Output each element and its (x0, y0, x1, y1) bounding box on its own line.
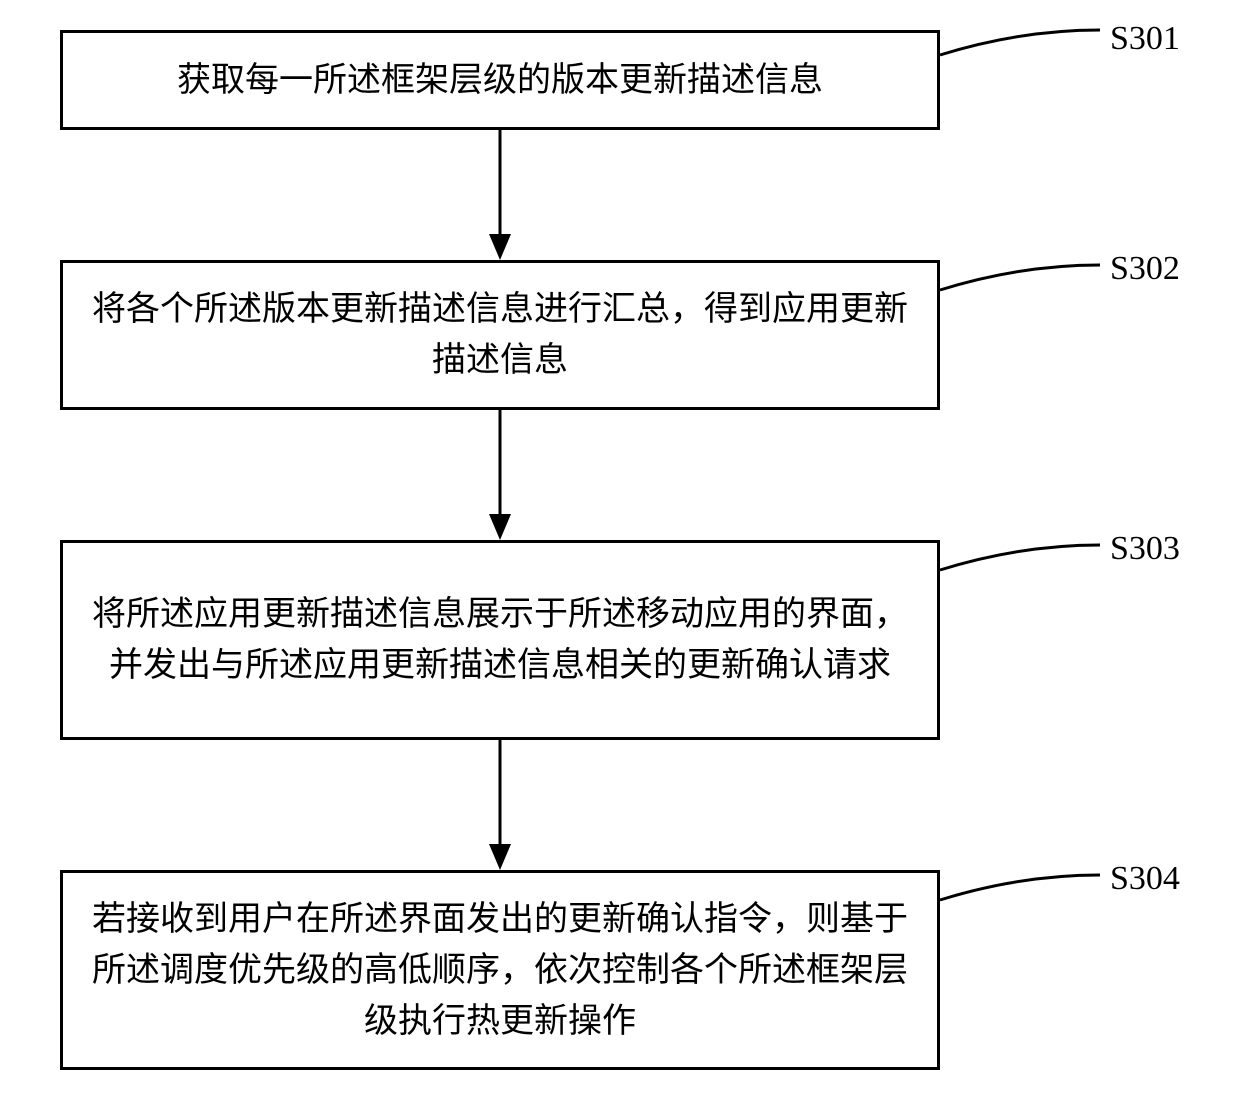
flowchart-canvas: 获取每一所述框架层级的版本更新描述信息 S301 将各个所述版本更新描述信息进行… (0, 0, 1240, 1115)
step-label-4: S304 (1110, 860, 1180, 898)
leader-4 (0, 0, 1240, 1115)
